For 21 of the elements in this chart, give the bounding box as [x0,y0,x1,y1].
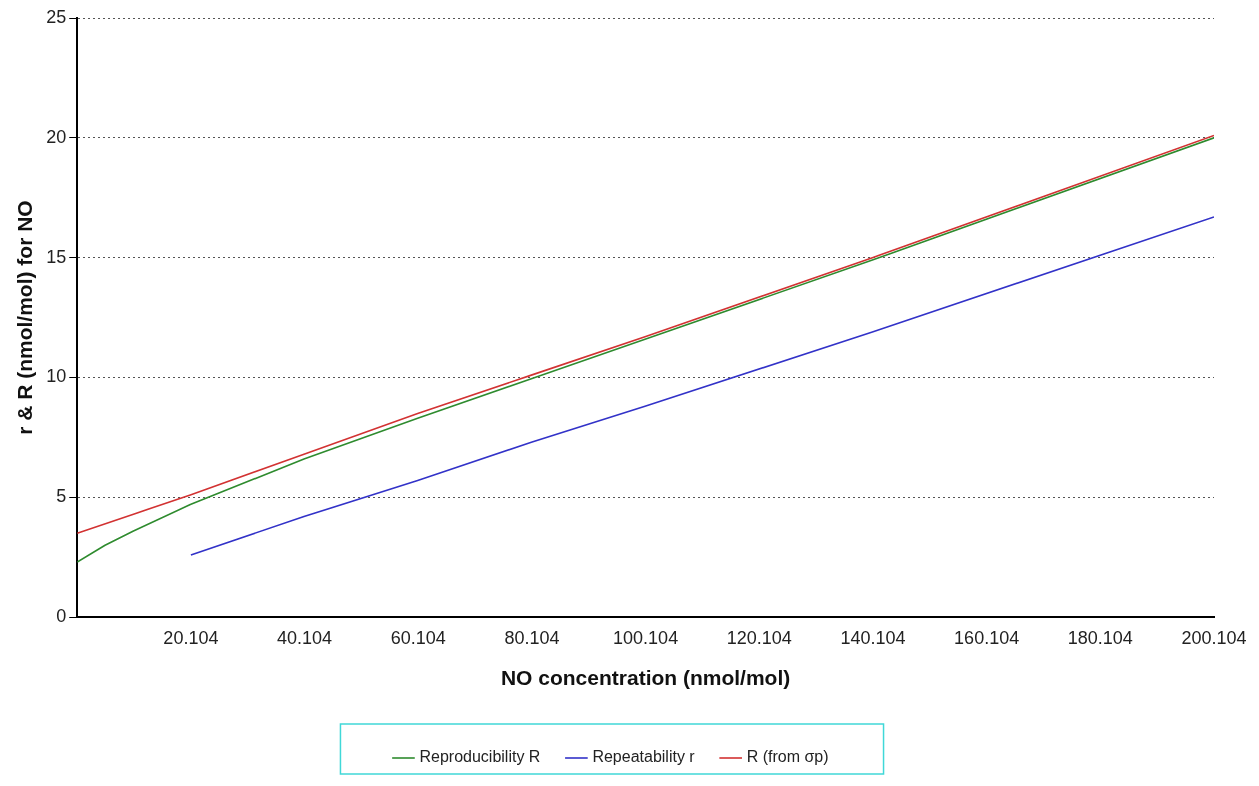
y-tick-label: 25 [46,6,67,27]
x-tick-label: 180.104 [1067,627,1133,648]
legend-label: Repeatability r [592,748,696,766]
y-tick-label: 0 [56,606,67,627]
x-tick-label: 140.104 [840,627,906,648]
x-axis-title: NO concentration (nmol/mol) [500,666,791,690]
x-tick-label: 20.104 [163,627,219,648]
x-tick-label: 120.104 [726,627,792,648]
x-tick-label: 200.104 [1181,627,1247,648]
x-tick-label: 40.104 [277,627,333,648]
x-tick-label: 60.104 [390,627,446,648]
legend-label: R (from σp) [746,748,829,766]
y-tick-label: 20 [46,126,67,147]
legend-label: Reproducibility R [419,748,541,766]
x-tick-label: 100.104 [613,627,679,648]
y-tick-label: 15 [46,246,67,267]
x-tick-label: 160.104 [954,627,1020,648]
y-axis-title: r & R (nmol/mol) for NO [13,200,37,435]
y-tick-label: 10 [46,366,67,387]
y-tick-label: 5 [56,486,67,507]
x-tick-label: 80.104 [504,627,560,648]
